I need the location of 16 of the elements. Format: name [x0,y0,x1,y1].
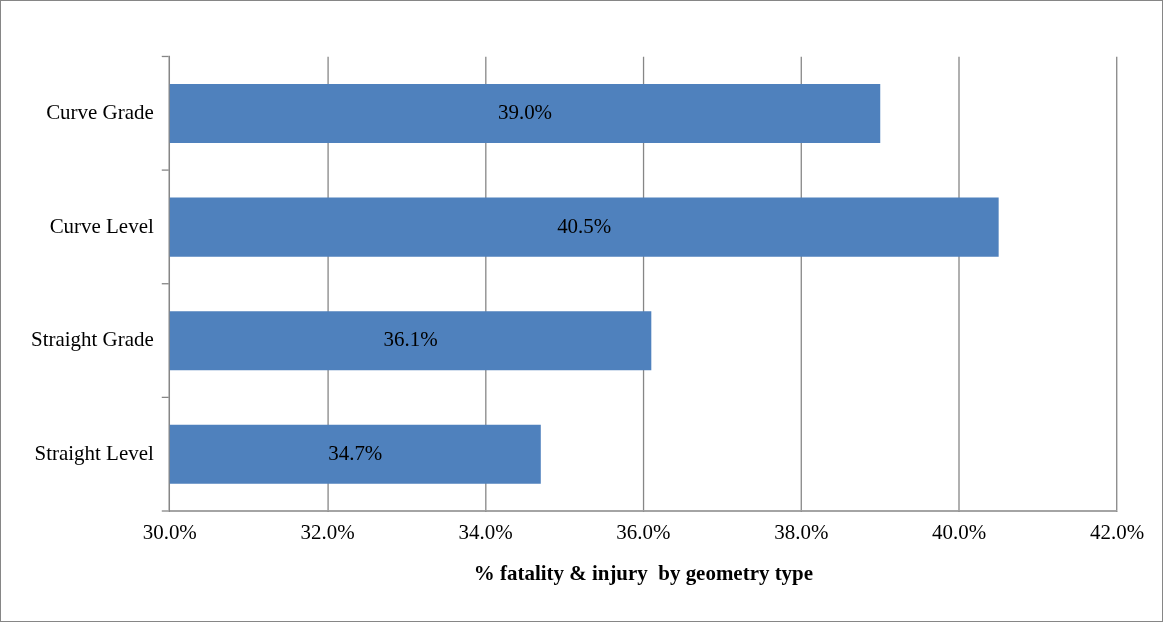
y-tick-label: Curve Grade [46,100,154,125]
y-tick-label: Straight Level [34,440,154,465]
x-tick-label: 42.0% [1090,519,1145,544]
x-tick-label: 30.0% [142,519,197,544]
data-label: 40.5% [557,213,612,238]
x-tick-label: 36.0% [616,519,671,544]
x-tick-label: 40.0% [932,519,987,544]
data-label: 39.0% [497,100,553,125]
data-label: 34.7% [328,440,383,465]
x-tick-label: 32.0% [300,519,355,544]
y-tick-label: Curve Level [49,213,154,238]
x-tick-label: 38.0% [774,519,829,544]
y-tick-label: Straight Grade [31,327,154,352]
x-axis-title: % fatality & injury by geometry type [473,560,814,585]
data-label: 36.1% [383,327,438,352]
x-tick-label: 34.0% [458,519,513,544]
